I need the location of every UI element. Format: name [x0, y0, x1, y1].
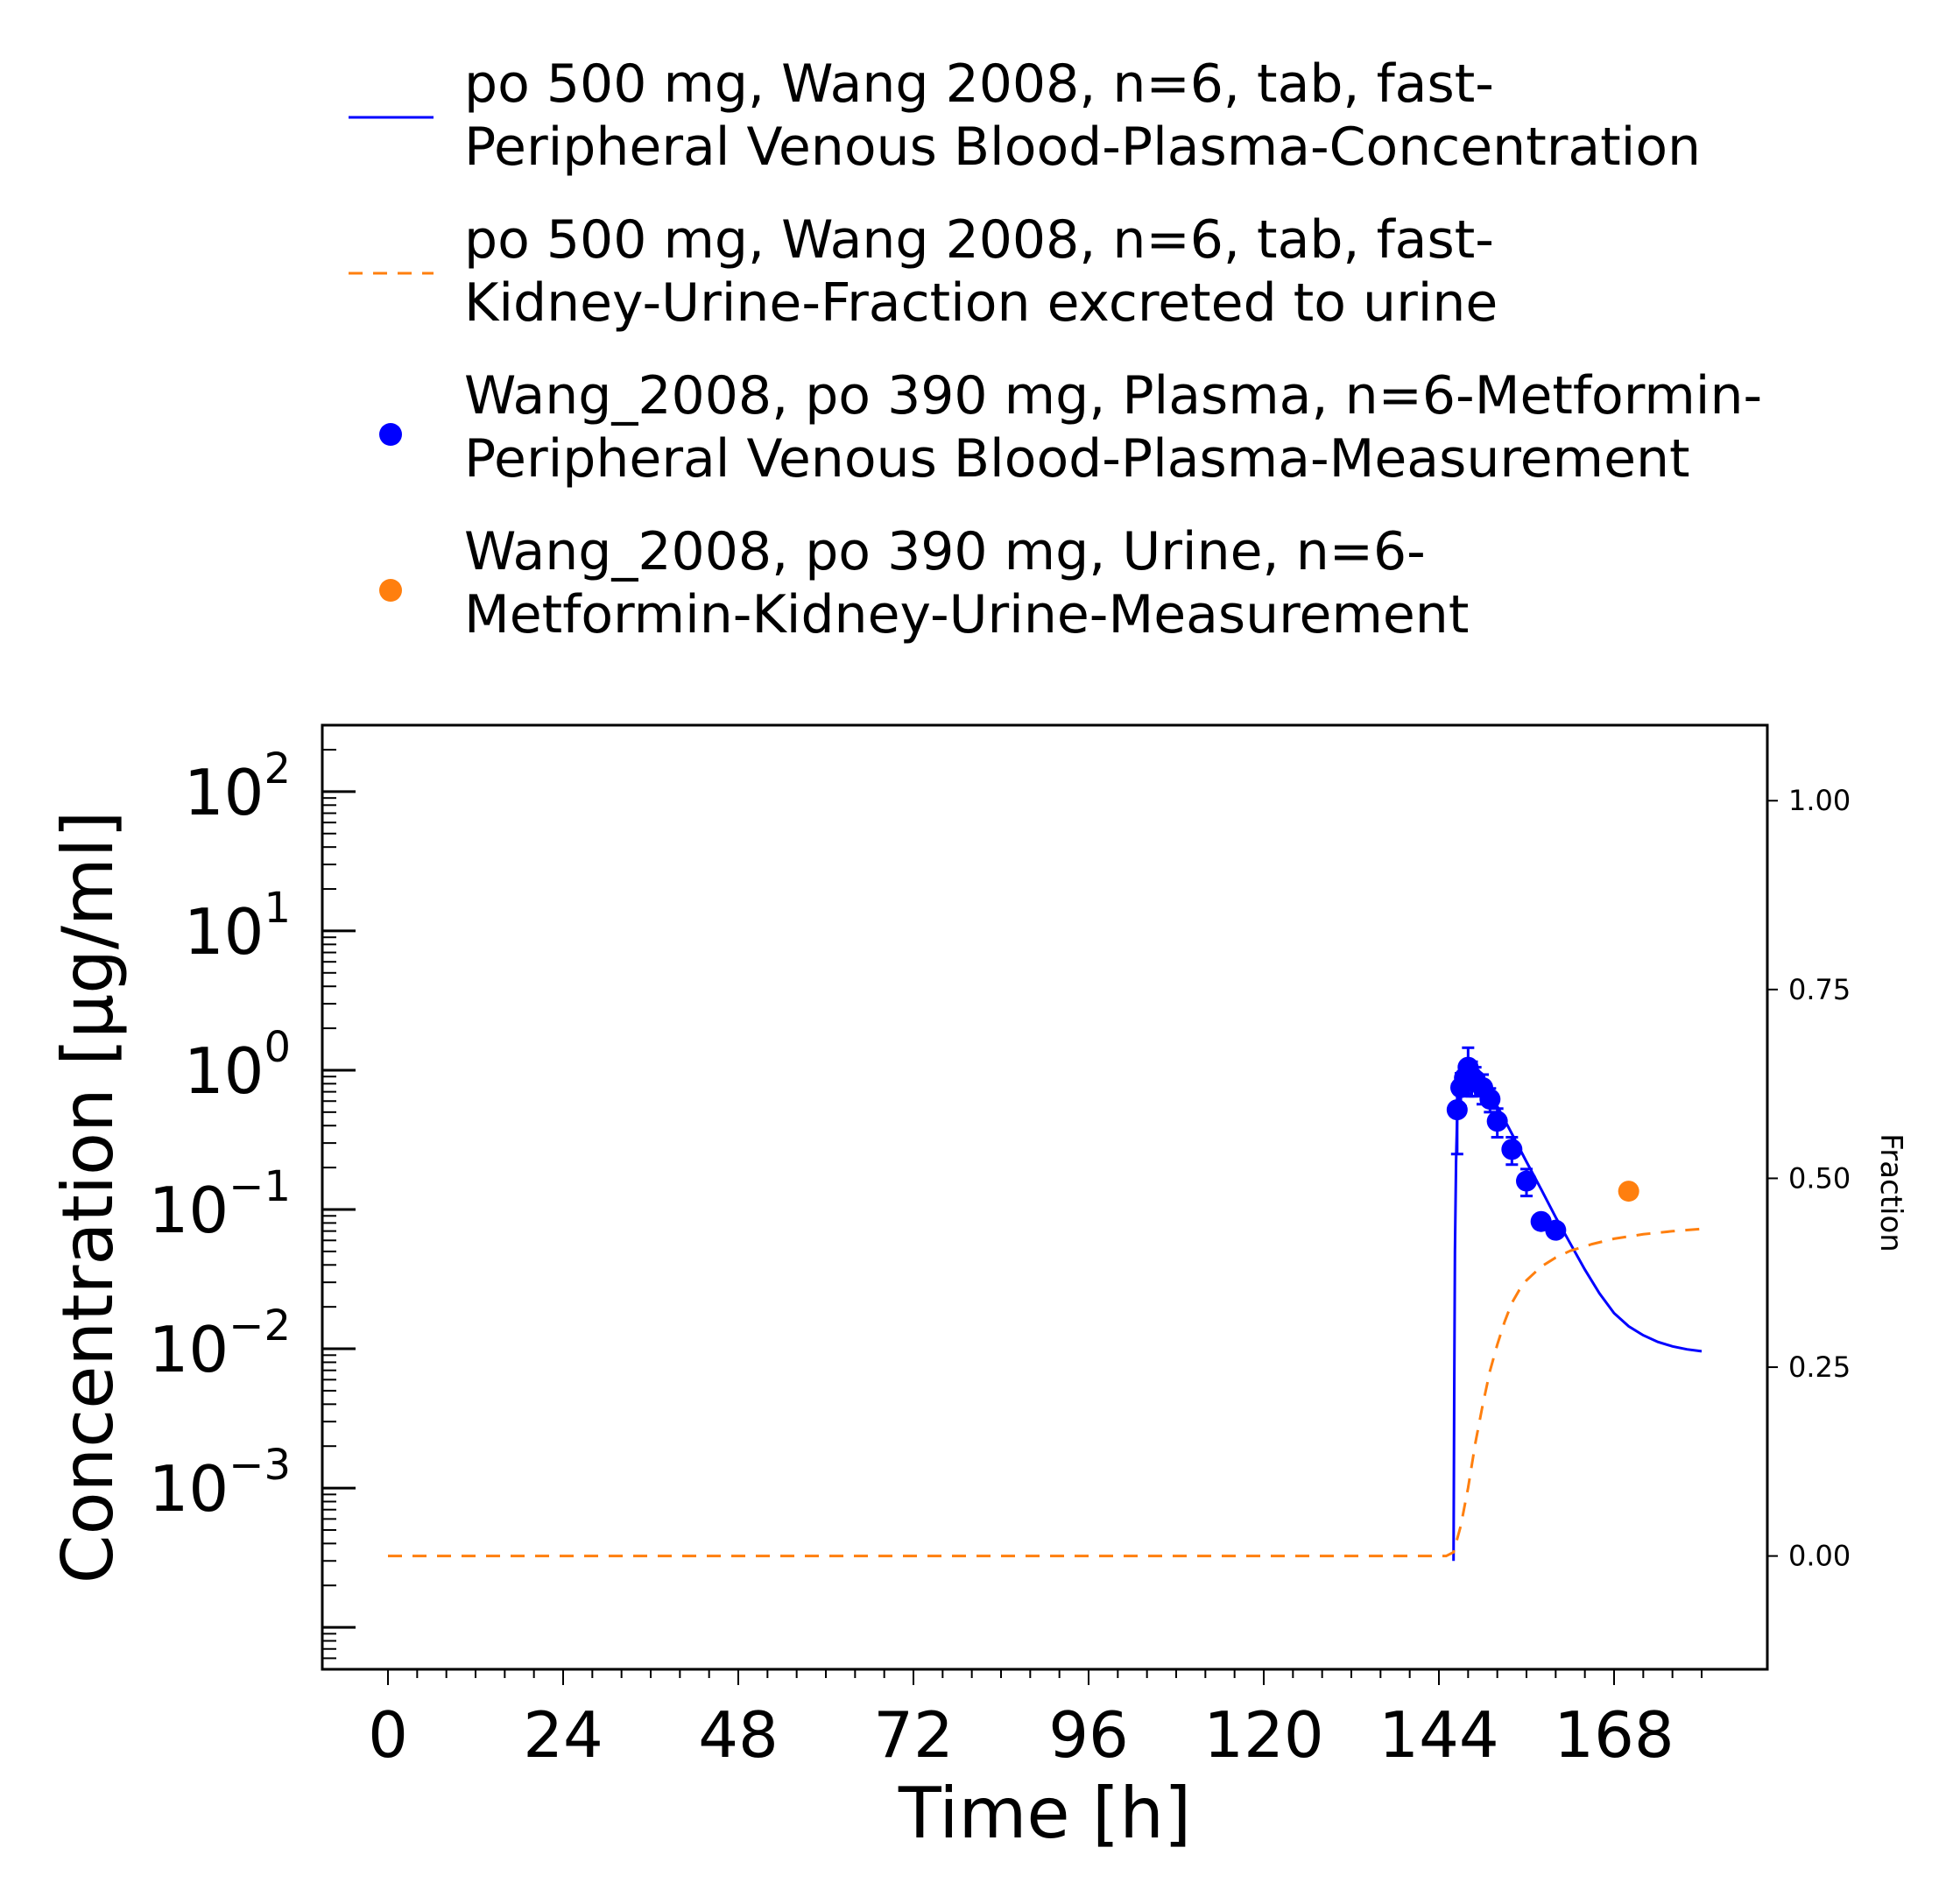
- legend-entry-text: Kidney-Urine-Fraction excreted to urine: [464, 272, 1498, 334]
- data-point: [1486, 1111, 1508, 1132]
- legend-entry-text: Wang_2008, po 390 mg, Urine, n=6-: [464, 521, 1426, 582]
- y2-axis-label: Fraction: [1873, 1133, 1908, 1252]
- series-1: [388, 1227, 1703, 1558]
- legend-entry-text: Metformin-Kidney-Urine-Measurement: [464, 584, 1469, 645]
- y2-tick-label: 1.00: [1788, 784, 1851, 817]
- plot-marks: [388, 1046, 1703, 1562]
- legend-key-marker: [379, 423, 402, 446]
- urine-fraction-line: [388, 1227, 1703, 1558]
- data-point: [1545, 1219, 1567, 1241]
- x-tick-label: 96: [1048, 1698, 1129, 1772]
- y-tick-label: 102: [184, 744, 291, 829]
- data-point: [1618, 1181, 1639, 1202]
- x-tick-label: 0: [368, 1698, 408, 1772]
- y-axis-right: 1.00 0.75 0.50 0.25 0.00: [1767, 784, 1851, 1573]
- legend-entry-text: Peripheral Venous Blood-Plasma-Measureme…: [464, 428, 1690, 490]
- x-tick-label: 168: [1554, 1698, 1674, 1772]
- x-tick-label: 24: [523, 1698, 603, 1772]
- y-axis-label: Concentration [µg/ml]: [47, 811, 129, 1584]
- data-point: [1446, 1099, 1468, 1121]
- legend: po 500 mg, Wang 2008, n=6, tab, fast-Per…: [349, 53, 1762, 645]
- y-tick-label: 10−3: [149, 1441, 291, 1526]
- legend-entry-text: po 500 mg, Wang 2008, n=6, tab, fast-: [464, 209, 1494, 271]
- y2-tick-label: 0.75: [1788, 973, 1851, 1006]
- x-tick-label: 48: [698, 1698, 779, 1772]
- data-point: [1516, 1170, 1537, 1192]
- plasma-concentration-line: [1452, 1069, 1703, 1562]
- y-tick-label: 10−1: [149, 1162, 291, 1247]
- y-tick-label: 100: [184, 1023, 291, 1108]
- legend-entry-text: po 500 mg, Wang 2008, n=6, tab, fast-: [464, 53, 1494, 115]
- legend-entry-text: Wang_2008, po 390 mg, Plasma, n=6-Metfor…: [464, 365, 1762, 427]
- series-3: [1618, 1181, 1639, 1202]
- y-tick-label: 10−2: [149, 1301, 291, 1386]
- x-tick-label: 72: [873, 1698, 954, 1772]
- plot-frame: [321, 723, 1769, 1671]
- x-tick-label: 144: [1378, 1698, 1498, 1772]
- legend-key-marker: [379, 579, 402, 602]
- data-point: [1479, 1088, 1501, 1110]
- y-axis-left: 102 101 100 10−1 10−2 10−3: [149, 724, 356, 1670]
- x-axis: 0 24 48 72 96 120 144 168: [368, 1669, 1703, 1772]
- legend-entry-text: Peripheral Venous Blood-Plasma-Concentra…: [464, 116, 1701, 178]
- y-tick-label: 101: [184, 884, 291, 969]
- y2-tick-label: 0.25: [1788, 1350, 1851, 1384]
- y2-tick-label: 0.50: [1788, 1161, 1851, 1195]
- x-axis-label: Time [h]: [898, 1773, 1191, 1854]
- x-tick-label: 120: [1203, 1698, 1323, 1772]
- series-2: [1446, 1046, 1567, 1241]
- y2-tick-label: 0.00: [1788, 1540, 1851, 1573]
- data-point: [1501, 1139, 1523, 1160]
- series-0: [1452, 1069, 1703, 1562]
